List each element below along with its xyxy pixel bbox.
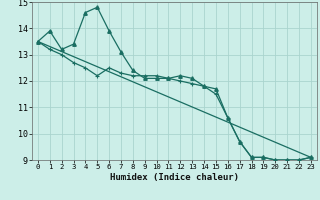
X-axis label: Humidex (Indice chaleur): Humidex (Indice chaleur) [110, 173, 239, 182]
